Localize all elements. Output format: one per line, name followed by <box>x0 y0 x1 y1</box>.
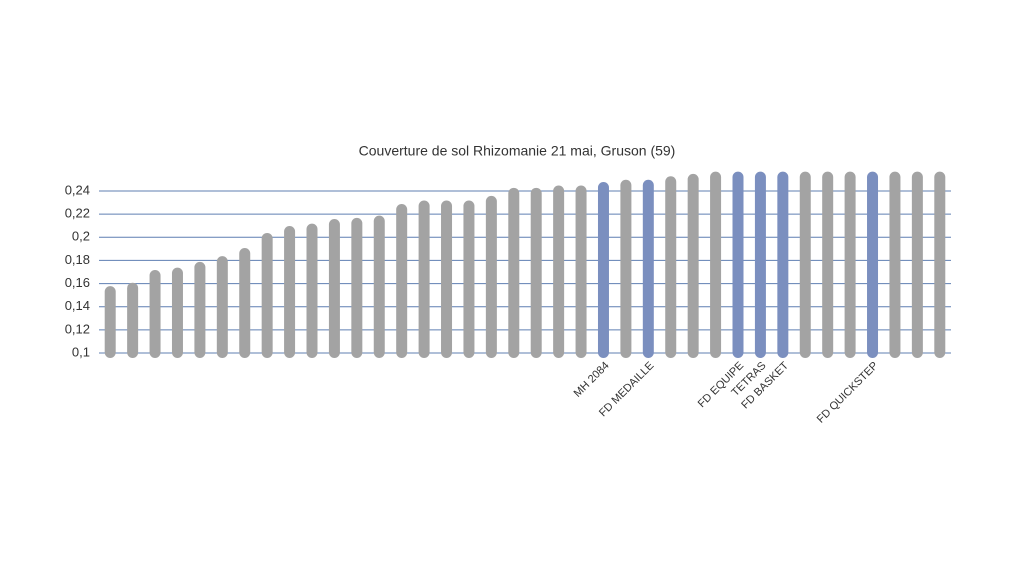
y-tick-label: 0,16 <box>65 275 90 290</box>
bar <box>127 282 139 358</box>
bar <box>104 286 116 358</box>
bar <box>665 176 677 358</box>
y-tick-label: 0,22 <box>65 206 90 221</box>
bar <box>911 171 923 358</box>
bar <box>216 256 228 358</box>
bar <box>620 179 632 358</box>
bar <box>822 171 834 358</box>
y-tick-label: 0,14 <box>65 298 90 313</box>
bar <box>284 226 296 358</box>
bar <box>844 171 856 358</box>
y-tick-label: 0,2 <box>72 229 90 244</box>
bar <box>799 171 811 358</box>
bar <box>710 171 722 358</box>
bar <box>530 187 542 358</box>
bar <box>328 219 340 358</box>
bar <box>418 200 430 358</box>
bar <box>575 185 587 358</box>
bar <box>687 173 699 358</box>
bar <box>889 171 901 358</box>
bar <box>261 232 273 358</box>
bar <box>777 171 789 358</box>
bar <box>642 179 654 358</box>
bar <box>373 215 385 358</box>
x-tick-label: MH 2084 <box>572 360 612 400</box>
bar <box>934 171 946 358</box>
bar <box>597 182 609 358</box>
chart-title: Couverture de sol Rhizomanie 21 mai, Gru… <box>359 143 676 159</box>
y-tick-label: 0,1 <box>72 344 90 359</box>
bar <box>441 200 453 358</box>
y-tick-label: 0,18 <box>65 252 90 267</box>
bar <box>239 247 251 358</box>
bar <box>867 171 879 358</box>
bar <box>351 217 363 358</box>
bar <box>754 171 766 358</box>
y-tick-label: 0,12 <box>65 321 90 336</box>
bar <box>396 204 408 358</box>
bar <box>149 269 161 358</box>
bar <box>553 185 565 358</box>
bar <box>306 223 318 358</box>
bar <box>171 267 183 358</box>
bar <box>508 187 520 358</box>
bar <box>463 200 475 358</box>
bar <box>732 171 744 358</box>
bar <box>194 261 206 358</box>
bar <box>485 195 497 358</box>
x-tick-label: FD QUICKSTEP <box>815 360 881 426</box>
y-tick-label: 0,24 <box>65 182 90 197</box>
